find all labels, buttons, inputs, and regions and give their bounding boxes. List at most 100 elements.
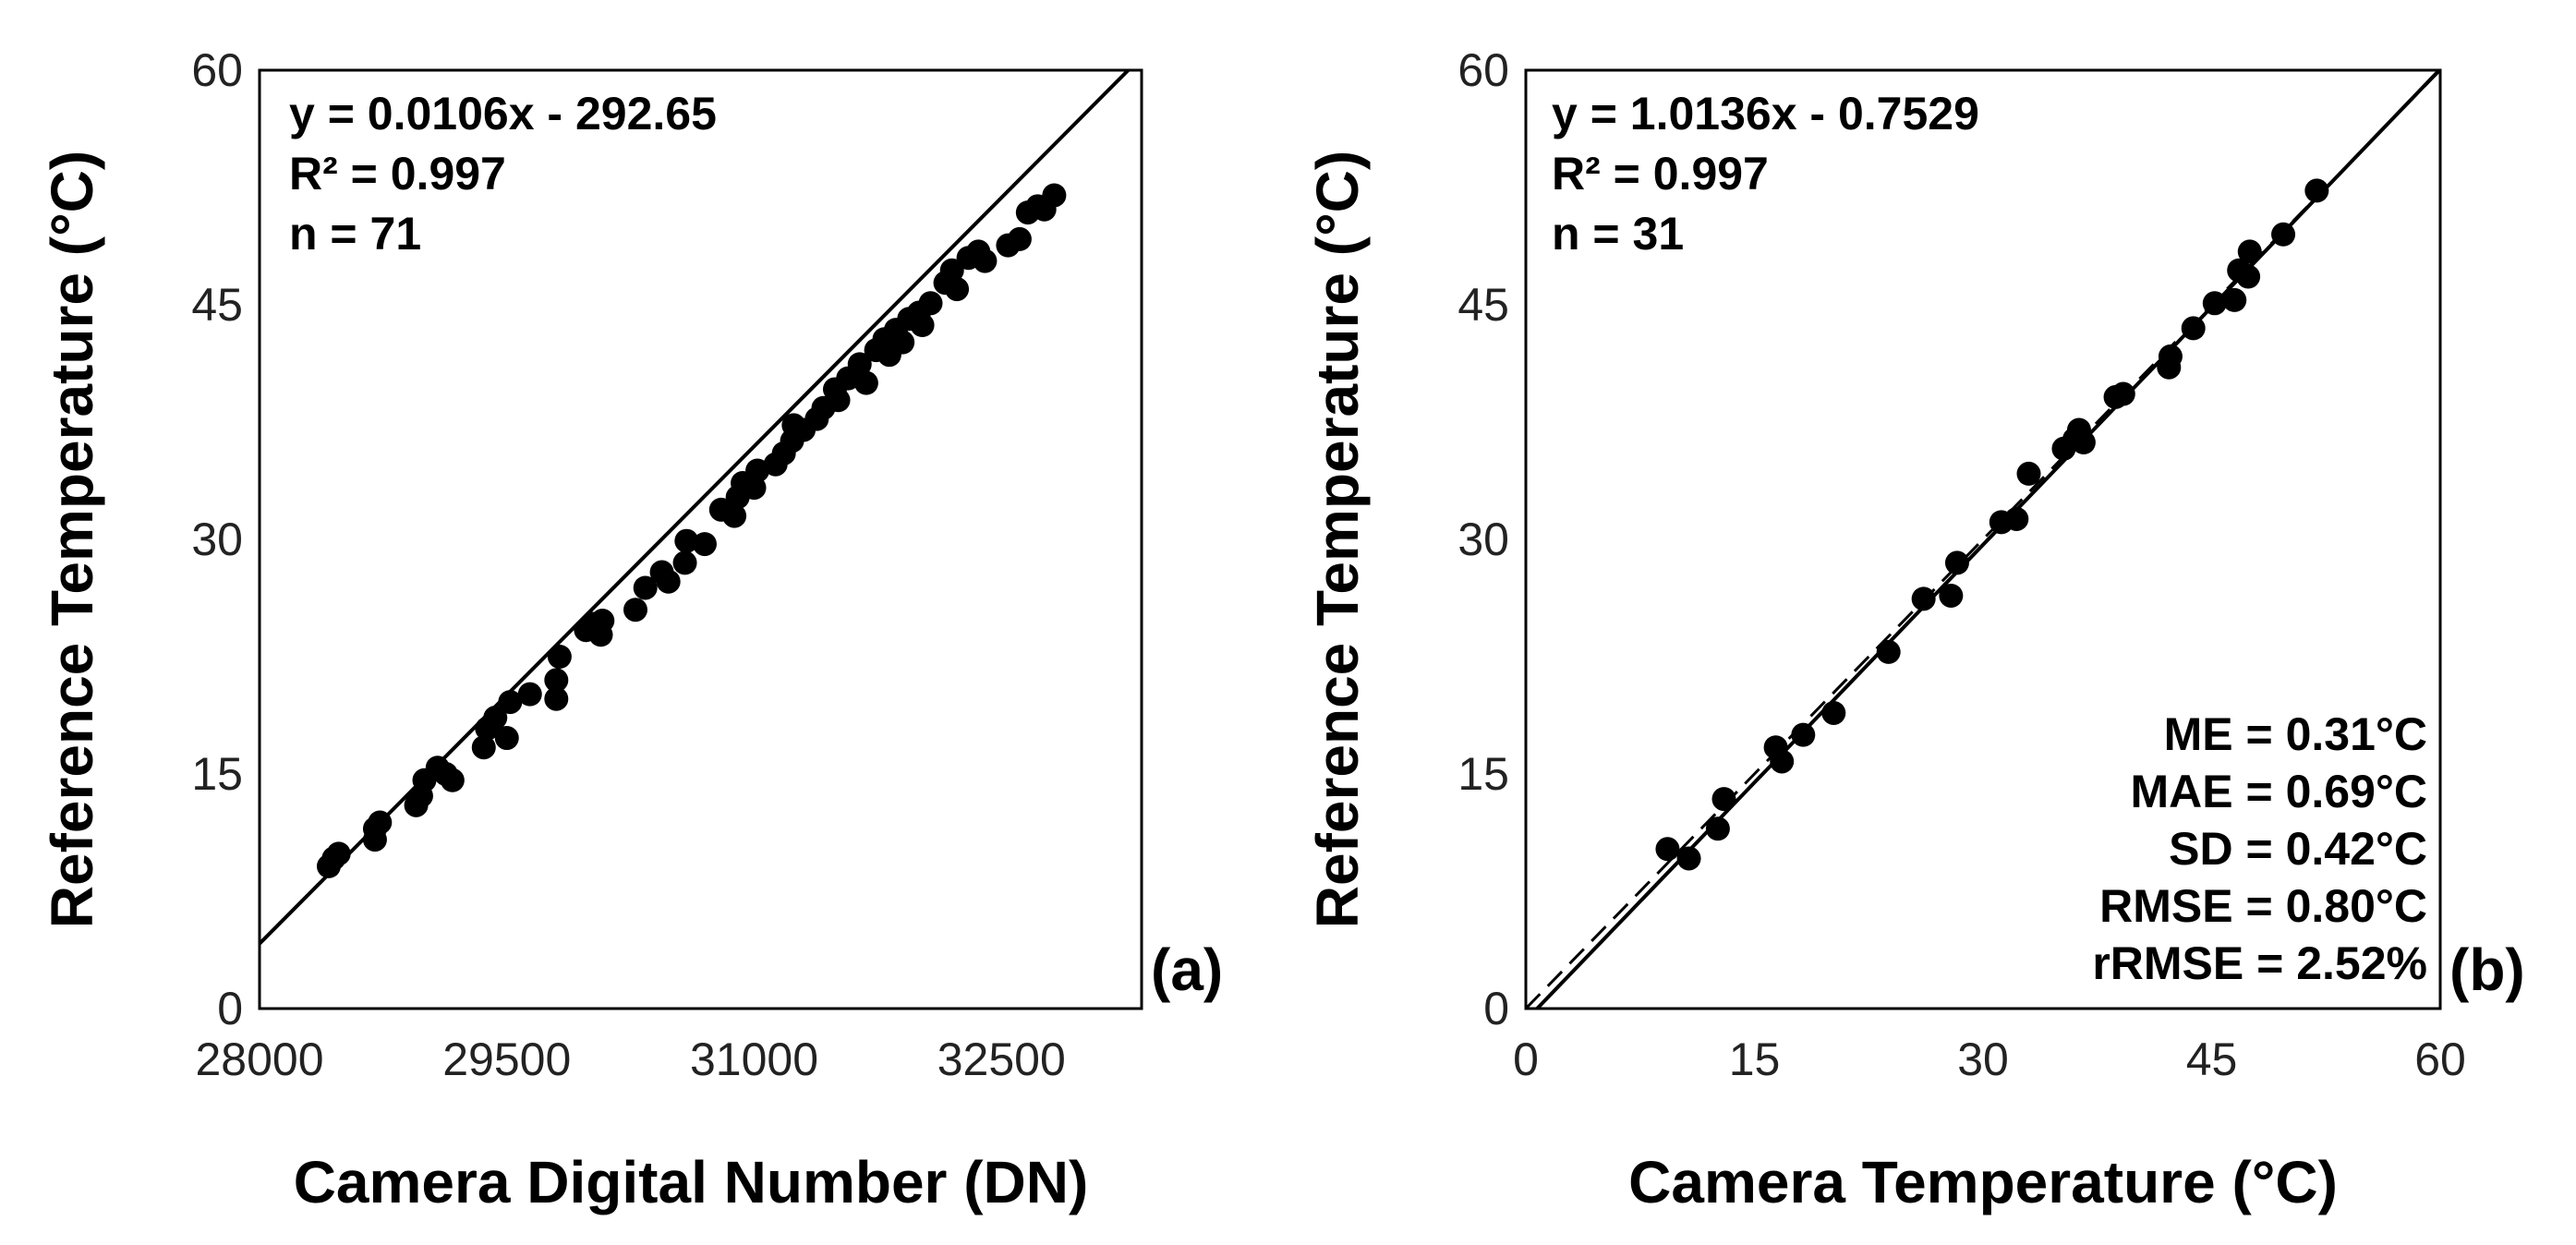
x-tick-labels-b: 0 15 30 45 60 — [1513, 1033, 2466, 1085]
stat-rrmse: rRMSE = 2.52% — [2092, 937, 2427, 989]
data-point-a — [326, 841, 351, 866]
y-tick-label-a: 60 — [191, 44, 243, 96]
data-points-a — [316, 183, 1067, 878]
data-point-a — [590, 609, 615, 634]
equation-text-b: y = 1.0136x - 0.7529 — [1552, 88, 1979, 139]
data-point-b — [1821, 700, 1846, 725]
y-tick-label-a: 15 — [191, 748, 243, 800]
data-point-a — [440, 768, 465, 792]
x-tick-label-b: 45 — [2186, 1033, 2238, 1085]
data-point-a — [745, 458, 770, 483]
data-point-a — [517, 682, 542, 707]
regression-annotation-b: y = 1.0136x - 0.7529 R² = 0.997 n = 31 — [1552, 88, 1979, 260]
data-point-b — [1911, 586, 1936, 611]
data-point-a — [633, 575, 658, 600]
data-point-a — [547, 645, 572, 669]
data-point-a — [368, 810, 393, 835]
data-point-b — [1939, 583, 1964, 608]
panel-label-a: (a) — [1151, 937, 1223, 1003]
data-point-a — [945, 277, 970, 302]
data-point-a — [890, 330, 915, 355]
x-tick-label-b: 30 — [1957, 1033, 2009, 1085]
data-point-a — [672, 550, 697, 575]
data-point-b — [2222, 287, 2247, 312]
r-squared-text-b: R² = 0.997 — [1552, 148, 1769, 199]
data-point-a — [471, 735, 496, 760]
x-axis-title-a: Camera Digital Number (DN) — [294, 1149, 1089, 1215]
data-point-b — [2071, 430, 2096, 455]
y-tick-label-a: 45 — [191, 279, 243, 331]
data-point-a — [498, 690, 523, 715]
chart-panel-a: 28000 29500 31000 32500 0 15 30 45 60 y = 0.010… — [39, 44, 1223, 1215]
panel-label-b: (b) — [2449, 937, 2525, 1003]
data-point-a — [656, 569, 681, 594]
y-tick-label-b: 60 — [1457, 44, 1509, 96]
data-point-b — [2158, 344, 2183, 369]
data-point-b — [2271, 222, 2296, 247]
chart-panel-b: 0 15 30 45 60 0 15 30 45 60 y = 1.0136x - 0.7529… — [1304, 44, 2525, 1215]
data-point-b — [1770, 749, 1795, 774]
stat-me: ME = 0.31°C — [2164, 708, 2427, 760]
data-point-a — [692, 532, 717, 557]
y-axis-title-b: Reference Temperature (°C) — [1304, 151, 1371, 928]
data-point-a — [918, 291, 943, 316]
stat-sd: SD = 0.42°C — [2169, 823, 2427, 875]
data-point-b — [1705, 816, 1730, 841]
y-tick-label-a: 30 — [191, 514, 243, 565]
data-point-b — [1876, 639, 1901, 664]
data-point-a — [544, 686, 569, 711]
data-point-a — [483, 706, 508, 731]
data-point-a — [939, 258, 964, 283]
data-point-b — [1655, 837, 1680, 862]
regression-line-a — [258, 68, 1130, 946]
stat-mae: MAE = 0.69°C — [2130, 766, 2427, 817]
equation-text-a: y = 0.0106x - 292.65 — [289, 88, 717, 139]
data-point-b — [2304, 178, 2329, 203]
data-point-a — [722, 503, 747, 528]
x-tick-label-b: 0 — [1513, 1033, 1539, 1085]
x-tick-label-a: 28000 — [195, 1033, 323, 1085]
y-tick-labels-b: 0 15 30 45 60 — [1457, 44, 1509, 1034]
data-point-b — [1791, 722, 1816, 747]
plot-frame-b — [1524, 68, 2442, 1010]
data-point-a — [544, 668, 569, 693]
data-point-b — [2202, 291, 2227, 316]
stat-rmse: RMSE = 0.80°C — [2099, 880, 2427, 932]
y-tick-label-b: 15 — [1457, 748, 1509, 800]
data-point-a — [910, 313, 935, 338]
data-point-a — [494, 726, 519, 751]
sample-count-text-b: n = 31 — [1552, 208, 1684, 260]
data-point-a — [847, 352, 872, 377]
regression-annotation-a: y = 0.0106x - 292.65 R² = 0.997 n = 71 — [289, 88, 717, 260]
x-axis-title-b: Camera Temperature (°C) — [1628, 1149, 2338, 1215]
data-point-a — [826, 388, 851, 413]
data-point-b — [1711, 787, 1736, 812]
y-tick-labels-a: 0 15 30 45 60 — [191, 44, 243, 1034]
data-point-a — [623, 598, 647, 622]
x-tick-label-a: 32500 — [937, 1033, 1066, 1085]
x-tick-label-a: 31000 — [690, 1033, 818, 1085]
plot-frame-a — [258, 68, 1143, 1010]
data-point-b — [2016, 461, 2041, 486]
y-tick-label-b: 30 — [1457, 514, 1509, 565]
y-tick-label-b: 45 — [1457, 279, 1509, 331]
y-tick-label-b: 0 — [1483, 983, 1509, 1034]
x-tick-label-b: 60 — [2414, 1033, 2466, 1085]
r-squared-text-a: R² = 0.997 — [289, 148, 506, 199]
data-point-b — [2110, 381, 2135, 406]
data-point-a — [973, 248, 998, 273]
data-point-b — [2236, 264, 2261, 289]
x-tick-labels-a: 28000 29500 31000 32500 — [195, 1033, 1065, 1085]
x-tick-label-b: 15 — [1729, 1033, 1781, 1085]
y-tick-label-a: 0 — [217, 983, 243, 1034]
data-point-b — [2004, 506, 2029, 531]
data-point-b — [1944, 550, 1969, 575]
data-point-a — [674, 528, 699, 553]
x-tick-label-a: 29500 — [442, 1033, 571, 1085]
data-point-a — [1042, 183, 1067, 208]
data-point-a — [1007, 226, 1032, 251]
data-points-b — [1655, 178, 2329, 871]
fit-lines-a — [258, 68, 1130, 946]
sample-count-text-a: n = 71 — [289, 208, 421, 260]
